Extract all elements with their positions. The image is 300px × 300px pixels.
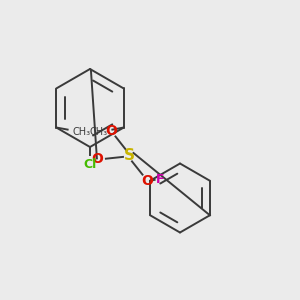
Text: O: O — [91, 152, 103, 166]
Text: S: S — [124, 148, 134, 164]
Text: O: O — [141, 174, 153, 188]
Text: CH₃: CH₃ — [72, 127, 90, 137]
Text: O: O — [105, 124, 117, 137]
Text: Cl: Cl — [83, 158, 97, 171]
Text: CH₃: CH₃ — [90, 127, 108, 137]
Text: F: F — [156, 173, 165, 186]
